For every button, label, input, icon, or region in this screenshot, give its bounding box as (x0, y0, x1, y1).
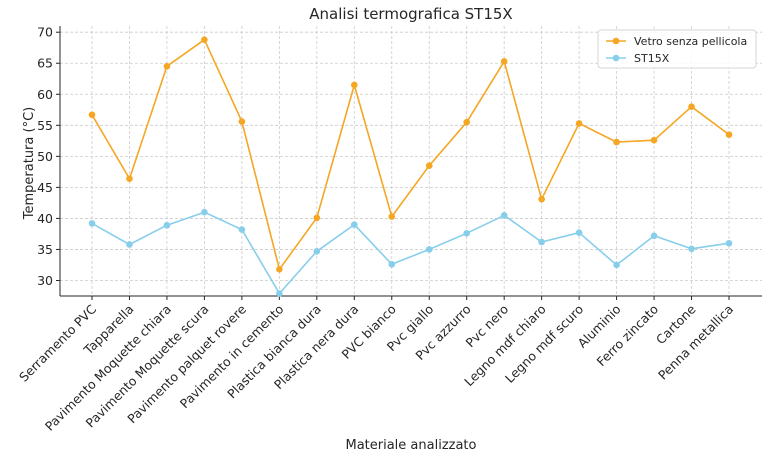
data-point (163, 63, 171, 70)
data-point (388, 261, 396, 268)
data-point (313, 248, 321, 255)
y-tick-label: 60 (37, 87, 53, 102)
y-axis-label: Temperatura (°C) (22, 107, 37, 220)
chart-title: Analisi termografica ST15X (309, 5, 512, 23)
data-point (163, 221, 171, 229)
data-point (238, 118, 246, 125)
data-point (126, 175, 133, 182)
y-tick-label: 40 (37, 211, 53, 226)
data-point (463, 230, 471, 237)
data-point (276, 290, 283, 297)
y-tick-label: 35 (37, 242, 53, 257)
data-point (500, 212, 508, 219)
data-point (613, 261, 620, 269)
legend-marker-1 (612, 37, 620, 45)
legend: Vetro senza pellicola ST15X (597, 29, 757, 69)
data-point (688, 103, 695, 110)
data-point (276, 266, 283, 273)
data-point (725, 131, 733, 138)
legend-label-1: Vetro senza pellicola (634, 35, 747, 48)
y-tick-label: 70 (37, 25, 53, 40)
data-point (650, 136, 658, 144)
data-point (463, 118, 471, 126)
data-point (575, 229, 583, 236)
data-point (350, 221, 358, 228)
x-axis-label: Materiale analizzato (345, 438, 476, 453)
data-point (425, 246, 433, 253)
legend-label-2: ST15X (634, 52, 670, 65)
data-point (126, 241, 133, 248)
data-point (88, 220, 96, 227)
series (88, 36, 733, 297)
data-point (613, 138, 620, 146)
data-point (388, 213, 396, 220)
data-point (538, 195, 545, 203)
data-point (725, 239, 733, 247)
y-tick-label: 45 (37, 180, 53, 195)
data-point (201, 208, 208, 216)
data-point (500, 58, 508, 65)
legend-box (597, 29, 757, 69)
data-point (688, 245, 695, 253)
data-point (650, 232, 658, 240)
data-point (238, 226, 246, 233)
y-tick-label: 50 (37, 149, 53, 164)
data-point (313, 214, 321, 222)
legend-marker-2 (612, 54, 620, 62)
data-point (425, 162, 433, 169)
series-line-2 (91, 211, 730, 295)
data-point (575, 120, 583, 127)
y-tick-label: 65 (37, 56, 53, 71)
data-point (88, 111, 96, 119)
data-point (201, 36, 208, 43)
y-tick-label: 30 (37, 273, 53, 288)
grid (60, 26, 762, 296)
data-point (538, 238, 545, 246)
series-line-1 (91, 38, 730, 271)
y-tick-label: 55 (37, 118, 53, 133)
data-point (350, 81, 358, 89)
